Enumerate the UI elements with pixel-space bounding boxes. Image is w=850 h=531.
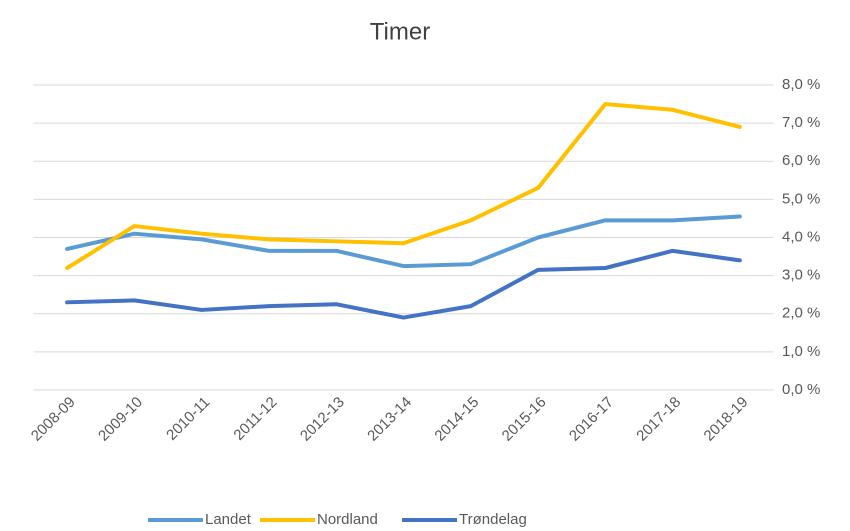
x-tick-label: 2008-09 (28, 394, 79, 445)
series-line (65, 214, 742, 269)
y-tick-label: 1,0 % (782, 343, 820, 360)
y-tick-label: 8,0 % (782, 76, 820, 93)
y-tick-label: 2,0 % (782, 305, 820, 322)
x-tick-label: 2014-15 (431, 394, 482, 445)
x-tick-label: 2009-10 (95, 394, 146, 445)
x-tick-label: 2012-13 (297, 394, 348, 445)
chart-title: Timer (370, 18, 430, 45)
x-tick-label: 2015-16 (499, 394, 550, 445)
y-tick-label: 5,0 % (782, 190, 820, 207)
x-tick-label: 2013-14 (364, 394, 415, 445)
y-tick-label: 4,0 % (782, 228, 820, 245)
x-tick-label: 2010-11 (163, 394, 213, 444)
y-tick-label: 7,0 % (782, 114, 820, 131)
x-tick-label: 2017-18 (633, 394, 684, 445)
y-tick-label: 6,0 % (782, 152, 820, 169)
series-line (65, 248, 742, 320)
y-tick-label: 3,0 % (782, 267, 820, 284)
legend-label: Nordland (317, 511, 378, 528)
x-tick-label: 2016-17 (566, 394, 617, 445)
legend-label: Trøndelag (459, 511, 527, 528)
x-tick-label: 2011-12 (230, 394, 280, 444)
y-tick-label: 0,0 % (782, 381, 820, 398)
series-line (65, 102, 742, 270)
legend-label: Landet (205, 511, 252, 528)
x-tick-label: 2018-19 (701, 394, 752, 445)
